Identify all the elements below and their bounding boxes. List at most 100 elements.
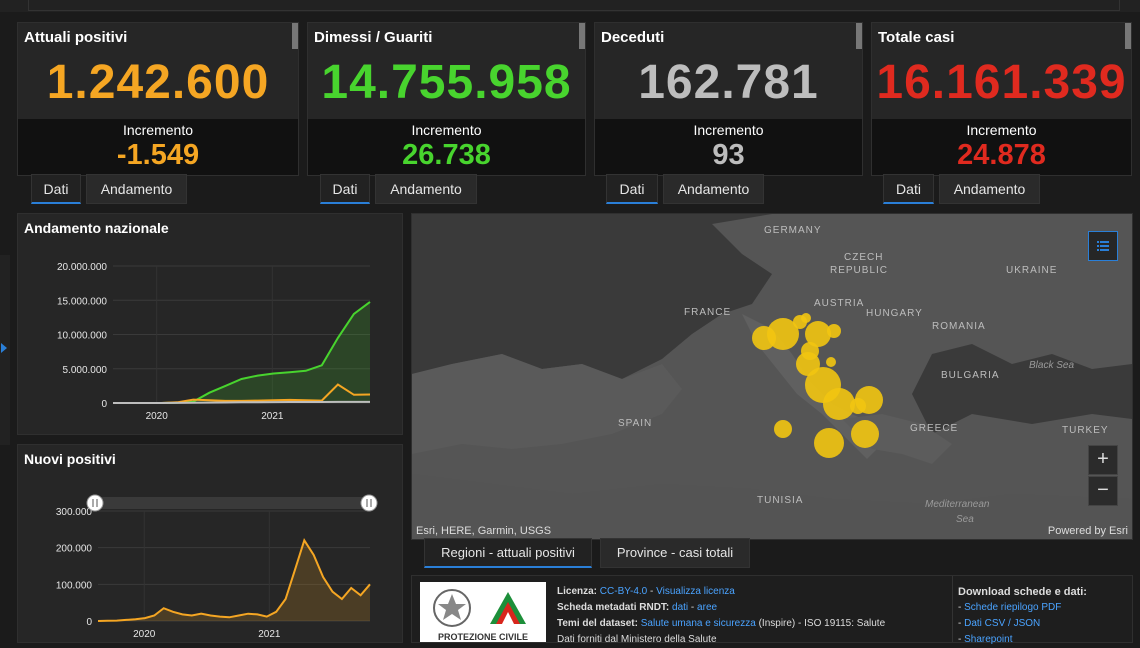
license-link[interactable]: CC-BY-4.0 [599, 586, 648, 597]
separator: - [647, 586, 657, 597]
increment-box: Incremento 26.738 [308, 119, 585, 175]
series-area [113, 301, 370, 403]
card-totale-casi: Totale casi 16.161.339 Incremento 24.878 [871, 22, 1132, 176]
range-slider-handle[interactable] [86, 494, 104, 512]
tab-regioni[interactable]: Regioni - attuali positivi [424, 538, 592, 568]
download-item: - Schede riepilogo PDF [958, 602, 1062, 613]
x-tick-label: 2021 [261, 411, 284, 422]
card-value: 14.755.958 [321, 56, 572, 109]
region-bubble [774, 420, 792, 438]
card-scrollbar[interactable] [1125, 23, 1131, 49]
view-license-link[interactable]: Visualizza licenza [656, 586, 735, 597]
map-label-austria: AUSTRIA [814, 298, 865, 309]
card-value: 16.161.339 [876, 56, 1127, 109]
card-title: Attuali positivi [24, 29, 128, 46]
card-scrollbar[interactable] [579, 23, 585, 49]
y-tick-label: 0 [101, 399, 107, 410]
metadata-label: Scheda metadati RNDT: [557, 602, 670, 613]
andamento-panel: Andamento nazionale 20.000.000 15.000.000… [17, 213, 403, 435]
card-deceduti: Deceduti 162.781 Incremento 93 [594, 22, 863, 176]
source-row: Dati forniti dal Ministero della Salute [557, 634, 717, 645]
metadata-row: Scheda metadati RNDT: dati - aree [557, 600, 952, 616]
region-bubble [814, 428, 844, 458]
x-tick-label: 2020 [133, 629, 156, 640]
region-bubble [805, 321, 831, 347]
region-bubble [767, 318, 799, 350]
tab-andamento[interactable]: Andamento [939, 174, 1040, 204]
tab-dati[interactable]: Dati [31, 174, 81, 204]
info-footer: PROTEZIONE CIVILE Licenza: CC-BY-4.0 - V… [411, 575, 1133, 645]
tab-province[interactable]: Province - casi totali [600, 538, 750, 568]
themes-row: Temi del dataset: Salute umana e sicurez… [557, 616, 952, 632]
protezione-civile-logo [433, 589, 526, 627]
card-title: Deceduti [601, 29, 665, 46]
logo-panel: PROTEZIONE CIVILE [420, 582, 546, 642]
map-label-mediterranean: Mediterranean [925, 499, 990, 510]
map-label-turkey: TURKEY [1062, 425, 1109, 436]
map-attribution: Esri, HERE, Garmin, USGS [416, 525, 552, 537]
separator: - [688, 602, 698, 613]
region-bubble [827, 324, 841, 338]
increment-label: Incremento [411, 122, 482, 138]
nuovi-positivi-panel: Nuovi positivi 300.000 200.000 100.000 0 202… [17, 444, 403, 643]
y-tick-label: 10.000.000 [57, 331, 107, 342]
map-label-sea: Sea [956, 514, 974, 525]
chevron-right-icon [1, 343, 7, 353]
region-bubble [826, 357, 836, 367]
y-tick-label: 15.000.000 [57, 296, 107, 307]
csv-json-link[interactable]: Dati CSV / JSON [964, 618, 1041, 629]
map-label-germany: GERMANY [764, 225, 822, 236]
map-label-czech: CZECH [844, 252, 884, 263]
andamento-chart[interactable]: 20.000.000 15.000.000 10.000.000 5.000.000 0… [18, 214, 402, 434]
map-label-greece: GREECE [910, 423, 959, 434]
tab-andamento[interactable]: Andamento [375, 174, 477, 204]
top-bar [28, 0, 1120, 11]
increment-value: 24.878 [957, 139, 1046, 171]
metadata-areas-link[interactable]: aree [697, 602, 718, 613]
card-scrollbar[interactable] [856, 23, 862, 49]
series-line [97, 537, 371, 622]
tab-dati[interactable]: Dati [320, 174, 370, 204]
y-tick-label: 300.000 [56, 507, 93, 518]
zoom-out-button[interactable]: − [1088, 476, 1118, 506]
map-label-tunisia: TUNISIA [757, 495, 804, 506]
tab-dati[interactable]: Dati [883, 174, 934, 204]
tab-dati[interactable]: Dati [606, 174, 658, 204]
increment-value: 26.738 [402, 139, 491, 171]
legend-toggle[interactable] [1088, 231, 1118, 261]
card-value: 162.781 [638, 56, 819, 109]
metadata-data-link[interactable]: dati [672, 602, 689, 613]
side-toggle[interactable] [0, 255, 10, 445]
license-column: Licenza: CC-BY-4.0 - Visualizza licenza … [557, 584, 952, 648]
list-icon [1097, 241, 1109, 251]
range-slider-track[interactable] [95, 497, 369, 509]
range-slider-handle[interactable] [360, 494, 378, 512]
license-row: Licenza: CC-BY-4.0 - Visualizza licenza [557, 584, 952, 600]
tab-andamento[interactable]: Andamento [663, 174, 764, 204]
zoom-in-button[interactable]: + [1088, 445, 1118, 475]
series-area [98, 540, 370, 621]
card-scrollbar[interactable] [292, 23, 298, 49]
map-label-romania: ROMANIA [932, 321, 986, 332]
download-column: Download schede e dati: - Schede riepilo… [958, 584, 1128, 648]
increment-box: Incremento -1.549 [18, 119, 298, 175]
powered-by-esri[interactable]: Powered by Esri [1047, 525, 1128, 537]
nuovi-positivi-chart[interactable]: 300.000 200.000 100.000 0 2020 2021 [18, 445, 402, 642]
increment-label: Incremento [693, 122, 764, 138]
y-tick-label: 0 [86, 617, 92, 628]
increment-label: Incremento [122, 122, 194, 138]
map-label-bulgaria: BULGARIA [941, 370, 1000, 381]
increment-value: -1.549 [116, 139, 200, 171]
y-tick-label: 20.000.000 [57, 262, 107, 273]
tab-andamento[interactable]: Andamento [86, 174, 187, 204]
region-bubble [851, 420, 879, 448]
map-label-republic: REPUBLIC [830, 265, 889, 276]
sharepoint-link[interactable]: Sharepoint [964, 634, 1013, 645]
x-tick-label: 2020 [146, 411, 169, 422]
y-tick-label: 5.000.000 [63, 365, 108, 376]
map-view[interactable]: GERMANY CZECH REPUBLIC UKRAINE FRANCE AU… [411, 213, 1133, 540]
pdf-link[interactable]: Schede riepilogo PDF [964, 602, 1062, 613]
map-label-france: FRANCE [684, 307, 732, 318]
themes-link[interactable]: Salute umana e sicurezza [640, 618, 756, 629]
panel-title: Nuovi positivi [24, 451, 116, 467]
